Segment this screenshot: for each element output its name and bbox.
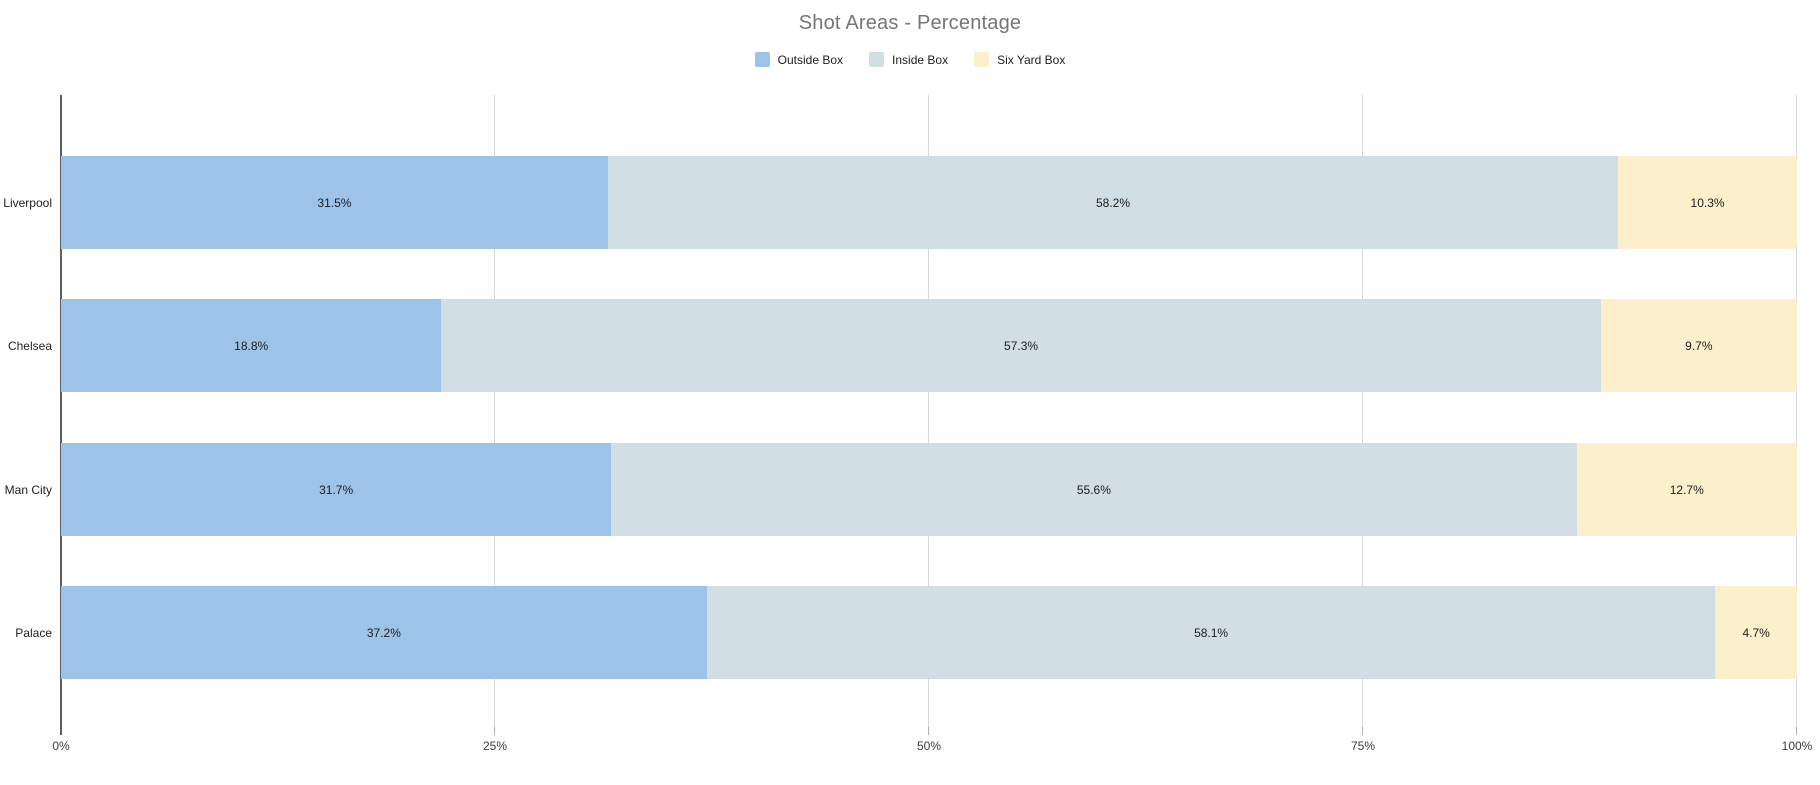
- x-axis-label: 75%: [1350, 739, 1376, 753]
- bar-value-label: 37.2%: [366, 625, 401, 640]
- x-axis-tick: [928, 727, 929, 735]
- bar-value-label: 55.6%: [1076, 482, 1111, 497]
- bar-segment-six-yard-box[interactable]: 9.7%: [1600, 299, 1797, 392]
- legend-label: Six Yard Box: [997, 52, 1066, 67]
- bar-segment-inside-box[interactable]: 58.2%: [607, 156, 1619, 249]
- bar-segment-outside-box[interactable]: 37.2%: [61, 586, 707, 679]
- x-axis-label: 100%: [1781, 739, 1813, 753]
- bar-row-man-city: 31.7% 55.6% 12.7%: [61, 443, 1797, 536]
- bar-segment-outside-box[interactable]: 31.7%: [61, 443, 612, 536]
- bar-value-label: 31.7%: [319, 482, 354, 497]
- bar-row-liverpool: 31.5% 58.2% 10.3%: [61, 156, 1797, 249]
- legend-item-six-yard-box: Six Yard Box: [974, 52, 1065, 67]
- legend-swatch-outside-box: [754, 52, 770, 67]
- legend-label: Inside Box: [892, 52, 949, 67]
- legend-item-outside-box: Outside Box: [754, 52, 844, 67]
- bar-value-label: 4.7%: [1742, 625, 1770, 640]
- gridline: [1362, 95, 1363, 727]
- x-axis-tick: [494, 727, 495, 735]
- x-axis-label: 50%: [916, 739, 942, 753]
- bar-value-label: 18.8%: [234, 338, 269, 353]
- bar-value-label: 58.1%: [1194, 625, 1229, 640]
- chart-title: Shot Areas - Percentage: [798, 12, 1022, 34]
- legend-swatch-inside-box: [869, 52, 885, 67]
- chart-legend: Outside Box Inside Box Six Yard Box: [0, 52, 1820, 67]
- bar-segment-inside-box[interactable]: 57.3%: [441, 299, 1601, 392]
- legend-label: Outside Box: [777, 52, 844, 67]
- plot-area: [60, 95, 1797, 735]
- bar-value-label: 9.7%: [1685, 338, 1713, 353]
- bar-segment-six-yard-box[interactable]: 4.7%: [1715, 586, 1797, 679]
- bar-value-label: 58.2%: [1095, 195, 1131, 210]
- bar-segment-six-yard-box[interactable]: 12.7%: [1576, 443, 1797, 536]
- bar-segment-six-yard-box[interactable]: 10.3%: [1618, 156, 1797, 249]
- y-axis-label-palace: Palace: [15, 625, 52, 640]
- gridline: [928, 95, 929, 727]
- gridline: [494, 95, 495, 727]
- bar-value-label: 57.3%: [1004, 338, 1039, 353]
- bar-segment-inside-box[interactable]: 55.6%: [611, 443, 1577, 536]
- gridline: [1796, 95, 1797, 727]
- bar-segment-outside-box[interactable]: 18.8%: [61, 299, 442, 392]
- x-axis-label: 25%: [482, 739, 508, 753]
- y-axis-label-liverpool: Liverpool: [3, 195, 52, 210]
- legend-swatch-six-yard-box: [974, 52, 990, 67]
- bar-segment-outside-box[interactable]: 31.5%: [61, 156, 608, 249]
- legend-item-inside-box: Inside Box: [869, 52, 948, 67]
- bar-value-label: 12.7%: [1669, 482, 1704, 497]
- y-axis-label-man-city: Man City: [4, 482, 52, 497]
- x-axis-tick: [1362, 727, 1363, 735]
- bar-value-label: 31.5%: [317, 195, 352, 210]
- x-axis-tick: [1796, 727, 1797, 735]
- y-axis-label-chelsea: Chelsea: [7, 338, 52, 353]
- bar-value-label: 10.3%: [1690, 195, 1725, 210]
- y-axis-line: [60, 95, 62, 735]
- x-axis-label: 0%: [52, 739, 70, 753]
- bar-row-chelsea: 18.8% 57.3% 9.7%: [61, 299, 1797, 392]
- bar-segment-inside-box[interactable]: 58.1%: [706, 586, 1716, 679]
- bar-row-palace: 37.2% 58.1% 4.7%: [61, 586, 1797, 679]
